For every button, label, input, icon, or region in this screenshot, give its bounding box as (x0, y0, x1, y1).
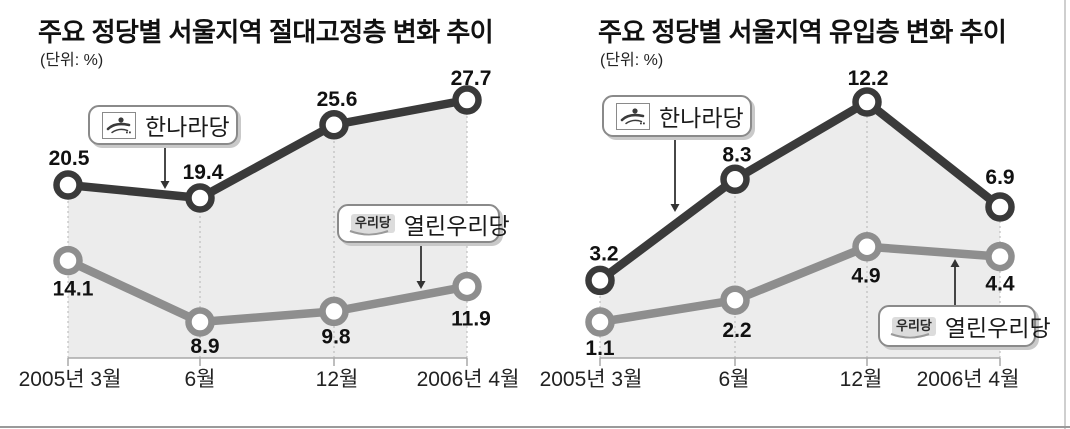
x-axis-category-label: 2006년 4월 (417, 368, 520, 391)
data-point-value-label: 3.2 (589, 242, 618, 265)
data-point-value-label: 12.2 (848, 67, 889, 90)
series-area-fill (600, 102, 1000, 358)
data-point-value-label: 4.4 (985, 273, 1015, 296)
data-point-marker (720, 285, 750, 315)
chart-right-title: 주요 정당별 서울지역 유입층 변화 추이 (598, 17, 1007, 47)
data-point-value-label: 20.5 (49, 147, 90, 170)
data-point-value-label: 9.8 (321, 325, 351, 348)
data-point-value-label: 25.6 (317, 88, 358, 111)
chart-left-plot: 20.5 19.4 25.6 27.7 14.1 8.9 9.8 11.9 2005년 3월 6월… (19, 67, 520, 391)
x-axis-category-label: 12월 (316, 368, 359, 391)
chart-left-title: 주요 정당별 서울지역 절대고정층 변화 추이 (38, 17, 494, 47)
data-point-value-label: 2.2 (722, 319, 751, 342)
legend-pointer-arrow (416, 246, 426, 289)
data-point-marker (319, 296, 349, 327)
series-area-fill (68, 100, 467, 358)
legend-hannara-left: 한나라당 (88, 105, 238, 145)
arrowhead-icon (416, 281, 426, 289)
data-point-marker (985, 192, 1015, 222)
data-point-value-label: 14.1 (53, 278, 94, 301)
uri-party-logo-icon: 우리당 (349, 214, 395, 236)
legend-label-hannara: 한나라당 (145, 114, 230, 140)
legend-label-uri: 열린우리당 (944, 315, 1051, 341)
hannara-party-logo-icon (102, 111, 136, 139)
arrowhead-icon (160, 181, 170, 189)
data-point-marker (53, 245, 83, 276)
data-point-value-label: 4.9 (851, 265, 880, 288)
hannara-series-line (595, 97, 1005, 285)
arrowhead-icon (950, 259, 960, 267)
data-point-value-label: 8.9 (190, 335, 219, 358)
legend-pointer-arrow (160, 146, 170, 189)
uri-logo-text: 우리당 (355, 215, 391, 230)
hannara-series-line (63, 95, 472, 203)
data-point-marker (185, 307, 215, 337)
data-point-marker (985, 241, 1015, 272)
data-point-marker (452, 271, 482, 302)
data-point-marker (585, 265, 615, 296)
data-point-marker (852, 87, 882, 117)
legend-pointer-arrow (670, 139, 680, 212)
legend-hannara-right: 한나라당 (602, 95, 752, 137)
data-point-value-label: 19.4 (183, 161, 224, 184)
x-axis-category-label: 2005년 3월 (540, 368, 643, 391)
legend-uri-right: 우리당 열린우리당 (878, 305, 1051, 347)
data-point-marker (852, 231, 882, 262)
legend-label-hannara: 한나라당 (659, 105, 744, 131)
legend-label-uri: 열린우리당 (403, 212, 510, 239)
x-axis-category-label: 12월 (840, 368, 883, 391)
x-axis-category-label: 6월 (719, 368, 750, 391)
legend-uri-left: 우리당 열린우리당 (337, 204, 510, 243)
uri-party-logo-icon: 우리당 (890, 316, 936, 338)
arrowhead-icon (670, 204, 680, 212)
data-point-value-label: 6.9 (985, 166, 1014, 189)
data-point-marker (452, 85, 482, 115)
page-right-border (1064, 0, 1066, 429)
uri-series-line (595, 242, 1005, 327)
data-point-marker (720, 164, 750, 195)
x-axis-category-label: 2006년 4월 (917, 368, 1020, 391)
chart-right-unit-label: (단위: %) (600, 52, 664, 69)
data-point-marker (319, 110, 349, 140)
chart-left-unit-label: (단위: %) (40, 52, 104, 69)
uri-series-line (63, 256, 472, 327)
data-point-marker (185, 183, 215, 213)
data-point-value-label: 8.3 (722, 143, 751, 166)
data-point-value-label: 11.9 (451, 308, 491, 331)
legend-pointer-arrow (950, 259, 960, 305)
uri-logo-text: 우리당 (896, 317, 932, 333)
x-axis-category-label: 6월 (185, 368, 216, 391)
data-point-value-label: 1.1 (585, 337, 615, 360)
data-point-marker (585, 307, 615, 337)
chart-right-plot: 3.2 8.3 12.2 6.9 1.1 2.2 4.9 4.4 2005년 3월 6월 12월 20… (540, 67, 1020, 391)
x-axis-category-label: 2005년 3월 (19, 368, 122, 391)
hannara-party-logo-icon (616, 102, 650, 130)
data-point-value-label: 27.7 (451, 67, 492, 90)
page-bottom-border (0, 426, 1070, 428)
data-point-marker (53, 170, 83, 200)
